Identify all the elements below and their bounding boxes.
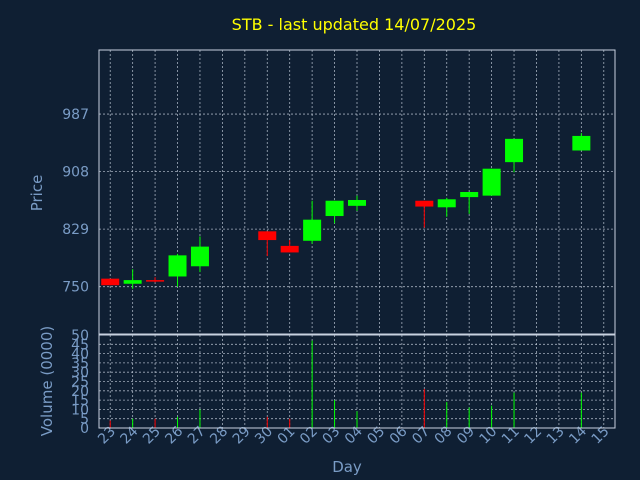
- x-tick-label: 05: [364, 424, 388, 448]
- volume-bars: [109, 340, 582, 428]
- candle-body: [482, 168, 501, 196]
- x-tick-label: 13: [544, 424, 568, 448]
- candle-body: [101, 278, 120, 286]
- price-tick-label: 750: [62, 280, 89, 296]
- x-tick-label: 01: [275, 424, 299, 448]
- x-tick-label: 29: [230, 424, 254, 448]
- price-panel-frame: [98, 49, 616, 335]
- x-tick-label: 14: [566, 423, 590, 447]
- x-tick-label: 11: [499, 424, 523, 448]
- volume-tick-label: 20: [71, 384, 89, 400]
- x-tick-label: 26: [162, 423, 186, 447]
- candle-body: [460, 192, 479, 198]
- candle-body: [415, 200, 434, 207]
- tick-labels: 2324252627282930010203040506070809101112…: [62, 107, 612, 447]
- candle-body: [258, 231, 277, 241]
- x-tick-label: 04: [342, 423, 366, 447]
- x-axis-label: Day: [332, 458, 362, 476]
- x-tick-label: 03: [319, 424, 343, 448]
- candle-body: [348, 200, 366, 206]
- volume-tick-label: 50: [71, 328, 89, 344]
- x-tick-label: 24: [118, 423, 142, 447]
- candle-body: [437, 199, 456, 208]
- volume-tick-label: 15: [71, 393, 89, 409]
- volume-tick-label: 35: [71, 356, 89, 372]
- volume-tick-label: 30: [71, 365, 89, 381]
- volume-panel-frame: [98, 334, 616, 429]
- x-tick-label: 02: [297, 424, 321, 448]
- volume-tick-label: 25: [71, 375, 89, 391]
- volume-tick-label: 5: [80, 412, 89, 428]
- candle-body: [190, 246, 209, 267]
- price-tick-label: 908: [62, 165, 89, 181]
- x-tick-label: 07: [409, 424, 433, 448]
- volume-tick-label: 45: [71, 337, 89, 353]
- x-tick-label: 15: [589, 424, 613, 448]
- x-tick-label: 28: [207, 424, 231, 448]
- x-tick-label: 06: [387, 423, 411, 447]
- price-tick-label: 987: [62, 107, 89, 123]
- candle-body: [168, 255, 187, 277]
- candle-body: [303, 219, 322, 241]
- chart-title: STB - last updated 14/07/2025: [232, 15, 477, 34]
- volume-tick-label: 0: [80, 421, 89, 437]
- grid-lines: [99, 50, 615, 429]
- x-tick-label: 25: [140, 424, 164, 448]
- price-tick-label: 829: [62, 222, 89, 238]
- price-axis-label: Price: [28, 175, 46, 212]
- candle-body: [146, 280, 165, 282]
- candles: [101, 133, 591, 289]
- candle-body: [123, 280, 142, 284]
- x-tick-label: 30: [252, 424, 276, 448]
- candle-body: [325, 200, 344, 217]
- volume-tick-label: 10: [71, 402, 89, 418]
- candle-body: [572, 135, 591, 151]
- x-tick-label: 09: [454, 424, 478, 448]
- x-tick-label: 08: [432, 424, 456, 448]
- volume-tick-label: 40: [71, 347, 89, 363]
- x-tick-label: 10: [477, 424, 501, 448]
- candle-body: [505, 138, 524, 163]
- volume-axis-label: Volume (0000): [38, 326, 56, 436]
- x-tick-label: 27: [185, 424, 209, 448]
- x-tick-label: 12: [521, 424, 545, 448]
- candle-body: [280, 245, 299, 253]
